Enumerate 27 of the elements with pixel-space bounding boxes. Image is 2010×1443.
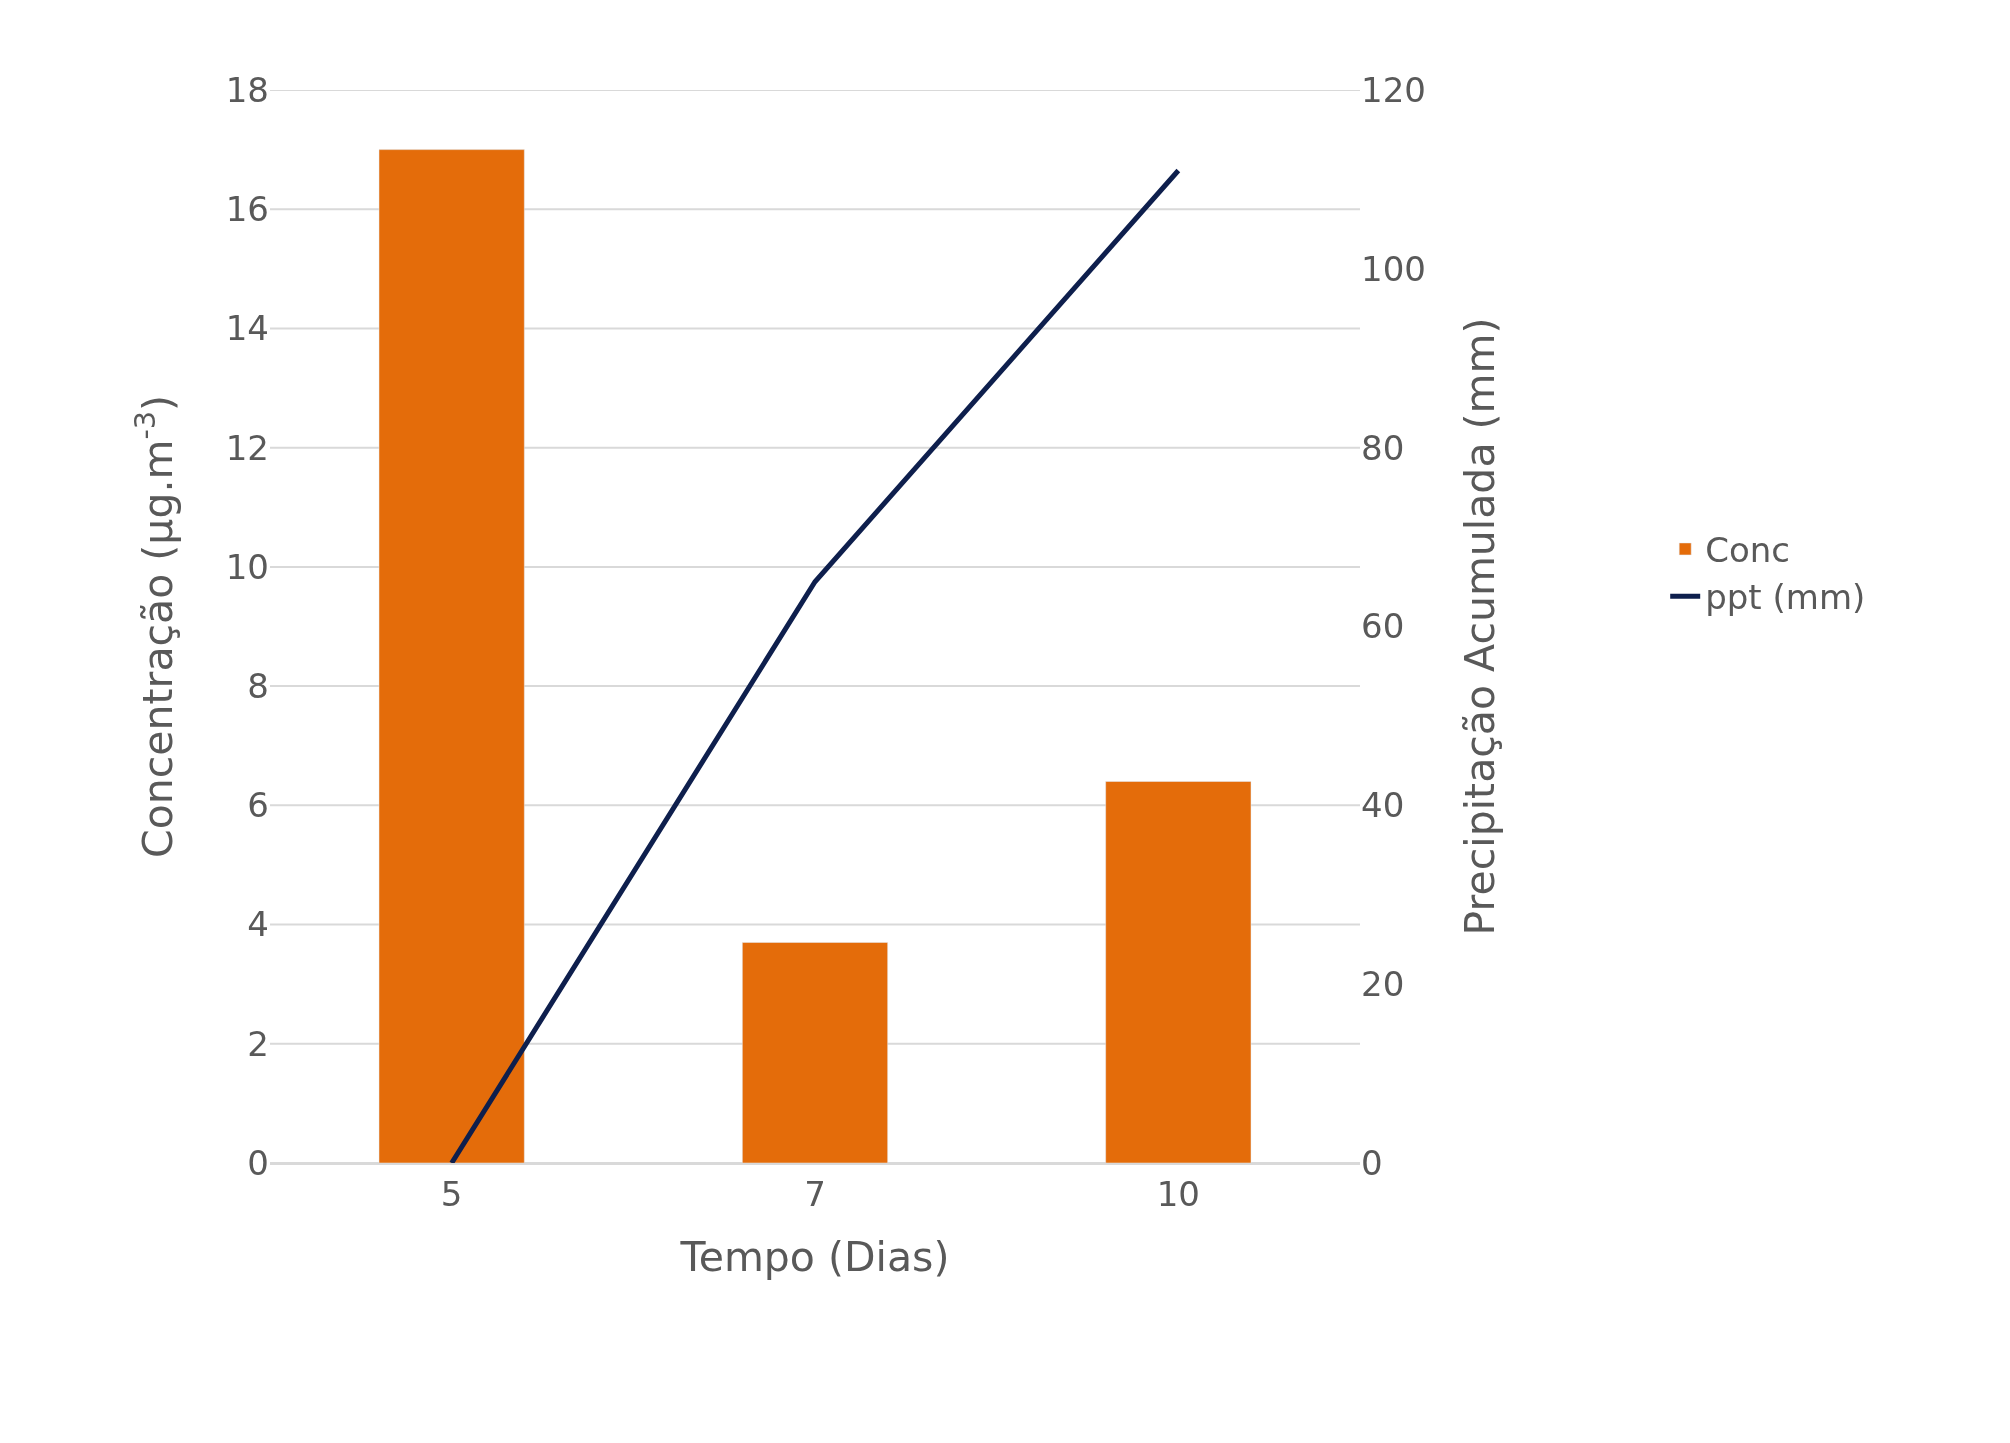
y-tick-label: 0 <box>247 1142 269 1183</box>
x-tick-label: 7 <box>804 1173 826 1214</box>
y-tick-label: 14 <box>225 308 269 349</box>
y2-tick-label: 60 <box>1361 606 1405 647</box>
bar <box>378 149 525 1163</box>
y-tick-label: 16 <box>225 189 269 230</box>
y-tick-label: 6 <box>247 785 269 826</box>
legend-label: Conc <box>1705 530 1790 571</box>
y2-tick-label: 20 <box>1361 964 1405 1005</box>
y2-tick-label: 40 <box>1361 785 1405 826</box>
y-tick-label: 12 <box>225 427 269 468</box>
y-tick-label: 2 <box>247 1023 269 1064</box>
x-tick-label: 5 <box>440 1173 463 1214</box>
y2-tick-label: 100 <box>1361 248 1426 289</box>
y2-tick-label: 120 <box>1361 69 1426 110</box>
legend-label: ppt (mm) <box>1705 577 1866 618</box>
y-tick-label: 4 <box>247 904 269 945</box>
y-tick-label: 18 <box>225 69 269 110</box>
y2-axis-title: Precipitação Acumulada (mm) <box>1456 317 1505 936</box>
bar <box>742 942 888 1163</box>
y-tick-label: 8 <box>247 666 269 707</box>
x-tick-label: 10 <box>1156 1173 1200 1214</box>
x-axis-title: Tempo (Dias) <box>679 1233 950 1282</box>
y2-tick-label: 0 <box>1361 1142 1383 1183</box>
y-tick-label: 10 <box>225 546 269 587</box>
bar <box>1105 781 1252 1163</box>
y2-tick-label: 80 <box>1361 427 1405 468</box>
